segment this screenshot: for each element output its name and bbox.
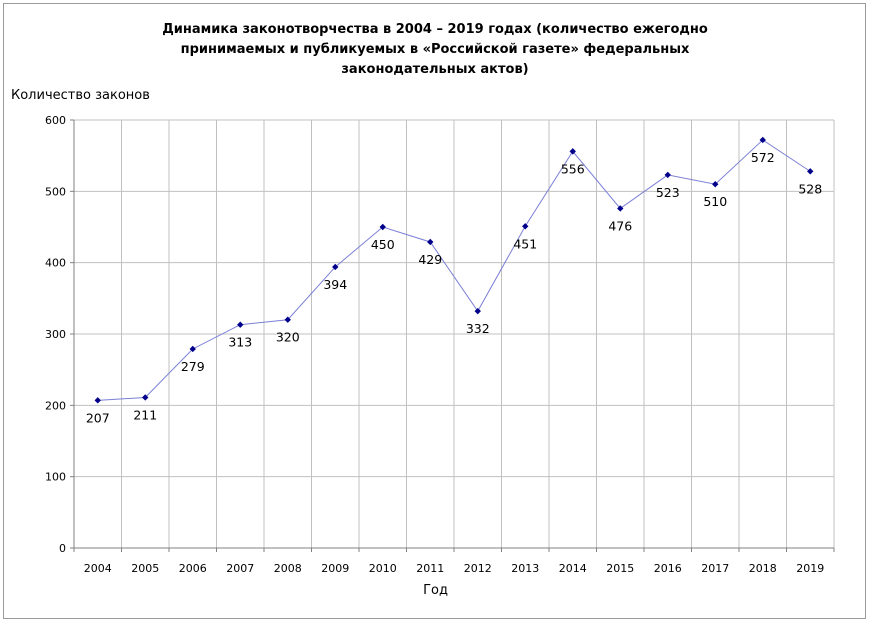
- data-point: [189, 345, 196, 353]
- x-tick-label: 2015: [606, 562, 634, 575]
- x-tick-label: 2009: [321, 562, 349, 575]
- x-tick-label: 2012: [464, 562, 492, 575]
- y-tick-label: 400: [45, 257, 66, 270]
- x-tick-label: 2017: [701, 562, 729, 575]
- data-point: [284, 316, 291, 323]
- data-point: [664, 171, 671, 179]
- data-point: [142, 394, 149, 401]
- data-label: 313: [228, 335, 252, 350]
- y-tick-label: 500: [45, 185, 66, 198]
- x-tick-label: 2005: [131, 562, 159, 575]
- x-axis-label: Год: [423, 583, 448, 598]
- chart-title-line: законодательных актов): [341, 62, 529, 77]
- x-tick-label: 2019: [796, 562, 824, 575]
- data-label: 207: [86, 410, 110, 425]
- data-label: 556: [561, 161, 585, 176]
- data-label: 451: [513, 236, 537, 251]
- data-point: [759, 136, 766, 144]
- data-label: 332: [466, 321, 490, 336]
- data-point: [332, 263, 339, 271]
- data-label: 510: [703, 194, 727, 209]
- data-point: [237, 321, 244, 328]
- x-tick-label: 2011: [416, 562, 444, 575]
- data-point: [474, 307, 481, 315]
- x-tick-label: 2006: [179, 562, 207, 575]
- data-label: 394: [323, 277, 347, 292]
- x-tick-label: 2008: [274, 562, 302, 575]
- data-label: 320: [276, 330, 300, 345]
- y-tick-label: 100: [45, 471, 66, 484]
- data-label: 572: [751, 150, 775, 165]
- x-tick-label: 2007: [226, 562, 254, 575]
- data-label: 528: [798, 181, 822, 196]
- chart-frame: [3, 3, 866, 619]
- data-point: [712, 181, 719, 188]
- x-tick-label: 2010: [369, 562, 397, 575]
- data-point: [569, 148, 576, 155]
- y-tick-label: 300: [45, 328, 66, 341]
- x-tick-label: 2018: [749, 562, 777, 575]
- data-point: [617, 205, 624, 212]
- chart-title-line: принимаемых и публикуемых в «Российской …: [180, 42, 690, 57]
- chart-title-line: Динамика законотворчества в 2004 – 2019 …: [162, 22, 708, 37]
- y-tick-label: 600: [45, 114, 66, 127]
- data-point: [807, 168, 814, 175]
- data-label: 476: [608, 218, 632, 233]
- x-tick-label: 2004: [84, 562, 112, 575]
- data-point: [94, 397, 101, 404]
- y-tick-label: 0: [59, 542, 66, 555]
- data-label: 211: [133, 407, 157, 422]
- data-label: 429: [418, 252, 442, 267]
- x-tick-label: 2016: [654, 562, 682, 575]
- data-label: 279: [181, 359, 205, 374]
- y-tick-label: 200: [45, 399, 66, 412]
- series-line: [97, 139, 811, 401]
- y-axis-label: Количество законов: [11, 88, 150, 103]
- data-label: 450: [371, 237, 395, 252]
- data-point: [379, 223, 386, 231]
- data-point: [522, 223, 529, 230]
- chart-title: Динамика законотворчества в 2004 – 2019 …: [95, 20, 775, 80]
- data-label: 523: [656, 185, 680, 200]
- x-tick-label: 2014: [559, 562, 587, 575]
- data-point: [427, 238, 434, 246]
- x-tick-label: 2013: [511, 562, 539, 575]
